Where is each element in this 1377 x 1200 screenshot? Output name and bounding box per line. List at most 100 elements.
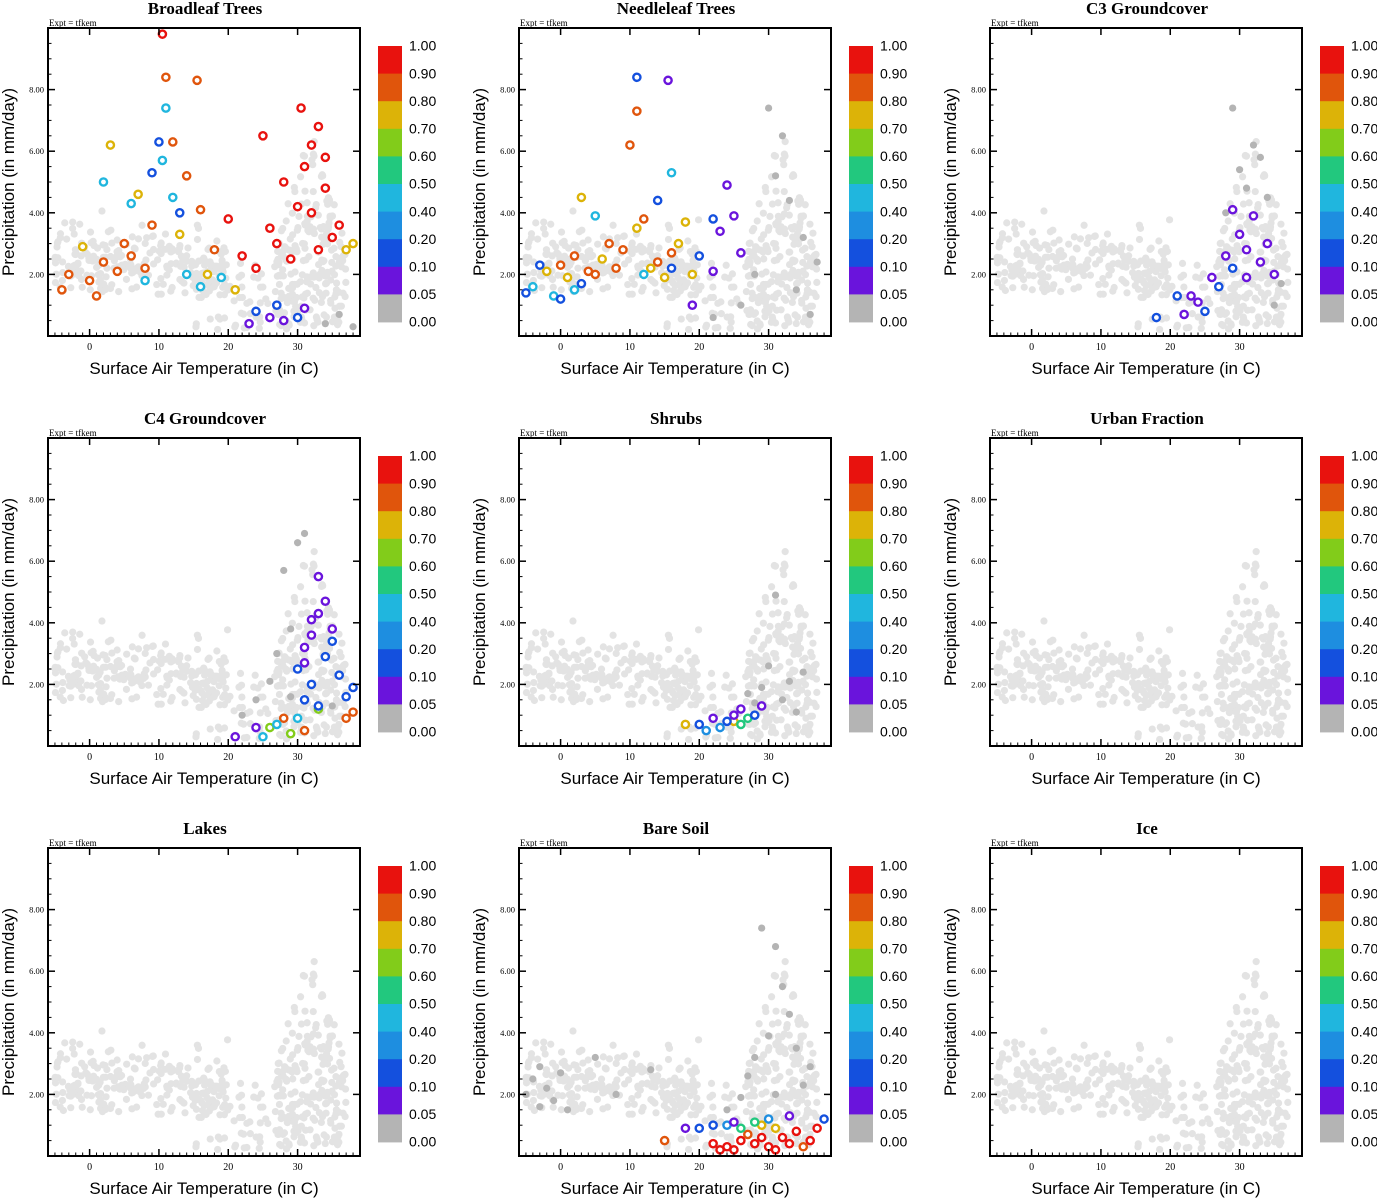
background-point (1248, 223, 1256, 231)
background-point (755, 1020, 763, 1028)
colorbar-swatch (1320, 239, 1344, 268)
background-point (281, 243, 289, 251)
background-point (994, 270, 1002, 278)
background-point (1034, 255, 1043, 263)
background-point (236, 293, 244, 302)
background-point (218, 666, 226, 674)
background-point (1085, 644, 1093, 652)
background-point (1239, 728, 1247, 736)
background-point (195, 293, 203, 301)
background-point (769, 271, 777, 279)
background-point (67, 1092, 75, 1100)
background-point (316, 270, 324, 278)
background-point (660, 1101, 668, 1110)
background-point (799, 318, 808, 326)
background-point (1158, 701, 1166, 709)
background-point (758, 270, 766, 278)
background-point (554, 681, 562, 689)
background-point (998, 283, 1006, 291)
background-point (108, 281, 116, 289)
data-point-0_40 (167, 192, 178, 203)
background-point (689, 675, 698, 683)
background-point (184, 654, 192, 662)
y-axis-label: Precipitation (in mm/day) (470, 498, 489, 686)
background-point (328, 258, 336, 267)
background-point (1142, 269, 1150, 277)
background-point (257, 270, 266, 278)
background-point (1028, 286, 1036, 294)
background-point (798, 246, 807, 254)
background-point (292, 1129, 300, 1137)
colorbar-swatch (1320, 156, 1344, 185)
background-point (310, 152, 318, 160)
background-point (303, 289, 312, 297)
background-point (78, 1103, 86, 1111)
background-point (120, 1086, 128, 1094)
background-point (281, 1063, 289, 1071)
background-point (745, 247, 753, 255)
data-point-0_05 (265, 312, 275, 323)
background-point (692, 691, 700, 699)
data-point-0_70 (576, 192, 587, 203)
background-point (695, 696, 703, 704)
background-point (108, 1059, 116, 1067)
background-point (1204, 705, 1212, 713)
background-point (753, 627, 761, 635)
background-point (1001, 678, 1009, 687)
background-point (70, 1050, 78, 1058)
background-point (1099, 250, 1107, 258)
background-point (317, 582, 326, 591)
data-point-0_10 (632, 72, 642, 83)
background-point (1223, 653, 1231, 661)
background-point (691, 1134, 700, 1142)
background-point (1052, 674, 1060, 682)
background-point (108, 1101, 116, 1109)
x-tick-label: 10 (154, 1162, 164, 1173)
colorbar-label: 0.00 (1351, 724, 1377, 740)
background-point (193, 645, 202, 654)
background-point (337, 1122, 345, 1130)
background-point (798, 656, 807, 664)
background-point (733, 295, 741, 303)
data-point-0_70 (680, 719, 691, 730)
data-point-0_05 (327, 624, 338, 634)
background-point (801, 611, 809, 619)
background-point (1269, 656, 1278, 664)
background-point (92, 255, 101, 263)
background-point (574, 1084, 582, 1092)
background-point (646, 244, 655, 252)
background-point (69, 634, 77, 643)
background-point (1243, 716, 1252, 724)
background-point (783, 283, 791, 292)
background-point (1028, 696, 1036, 704)
background-point (1231, 665, 1239, 673)
background-point (1267, 629, 1275, 637)
data-point-0_10 (535, 260, 545, 270)
background-point (238, 283, 246, 291)
background-point (770, 971, 778, 980)
background-point (52, 680, 60, 688)
background-point (1166, 696, 1174, 704)
colorbar-swatch (378, 128, 402, 157)
background-point (328, 728, 337, 736)
background-point (1009, 694, 1017, 702)
background-point (113, 248, 121, 256)
background-point (193, 235, 202, 244)
background-point (530, 1088, 538, 1097)
data-point-0_10 (292, 312, 303, 323)
background-point (549, 1103, 557, 1111)
data-point-0_05 (306, 630, 317, 640)
background-point (600, 268, 608, 277)
y-axis-label: Precipitation (in mm/day) (941, 88, 960, 276)
background-point (762, 280, 770, 289)
background-point (299, 1077, 307, 1085)
background-point (1076, 645, 1085, 653)
background-point (1259, 172, 1268, 181)
background-point (615, 271, 624, 279)
background-point (1257, 658, 1265, 666)
background-point (1062, 266, 1070, 274)
background-point (1227, 730, 1235, 738)
background-point (1073, 245, 1081, 253)
